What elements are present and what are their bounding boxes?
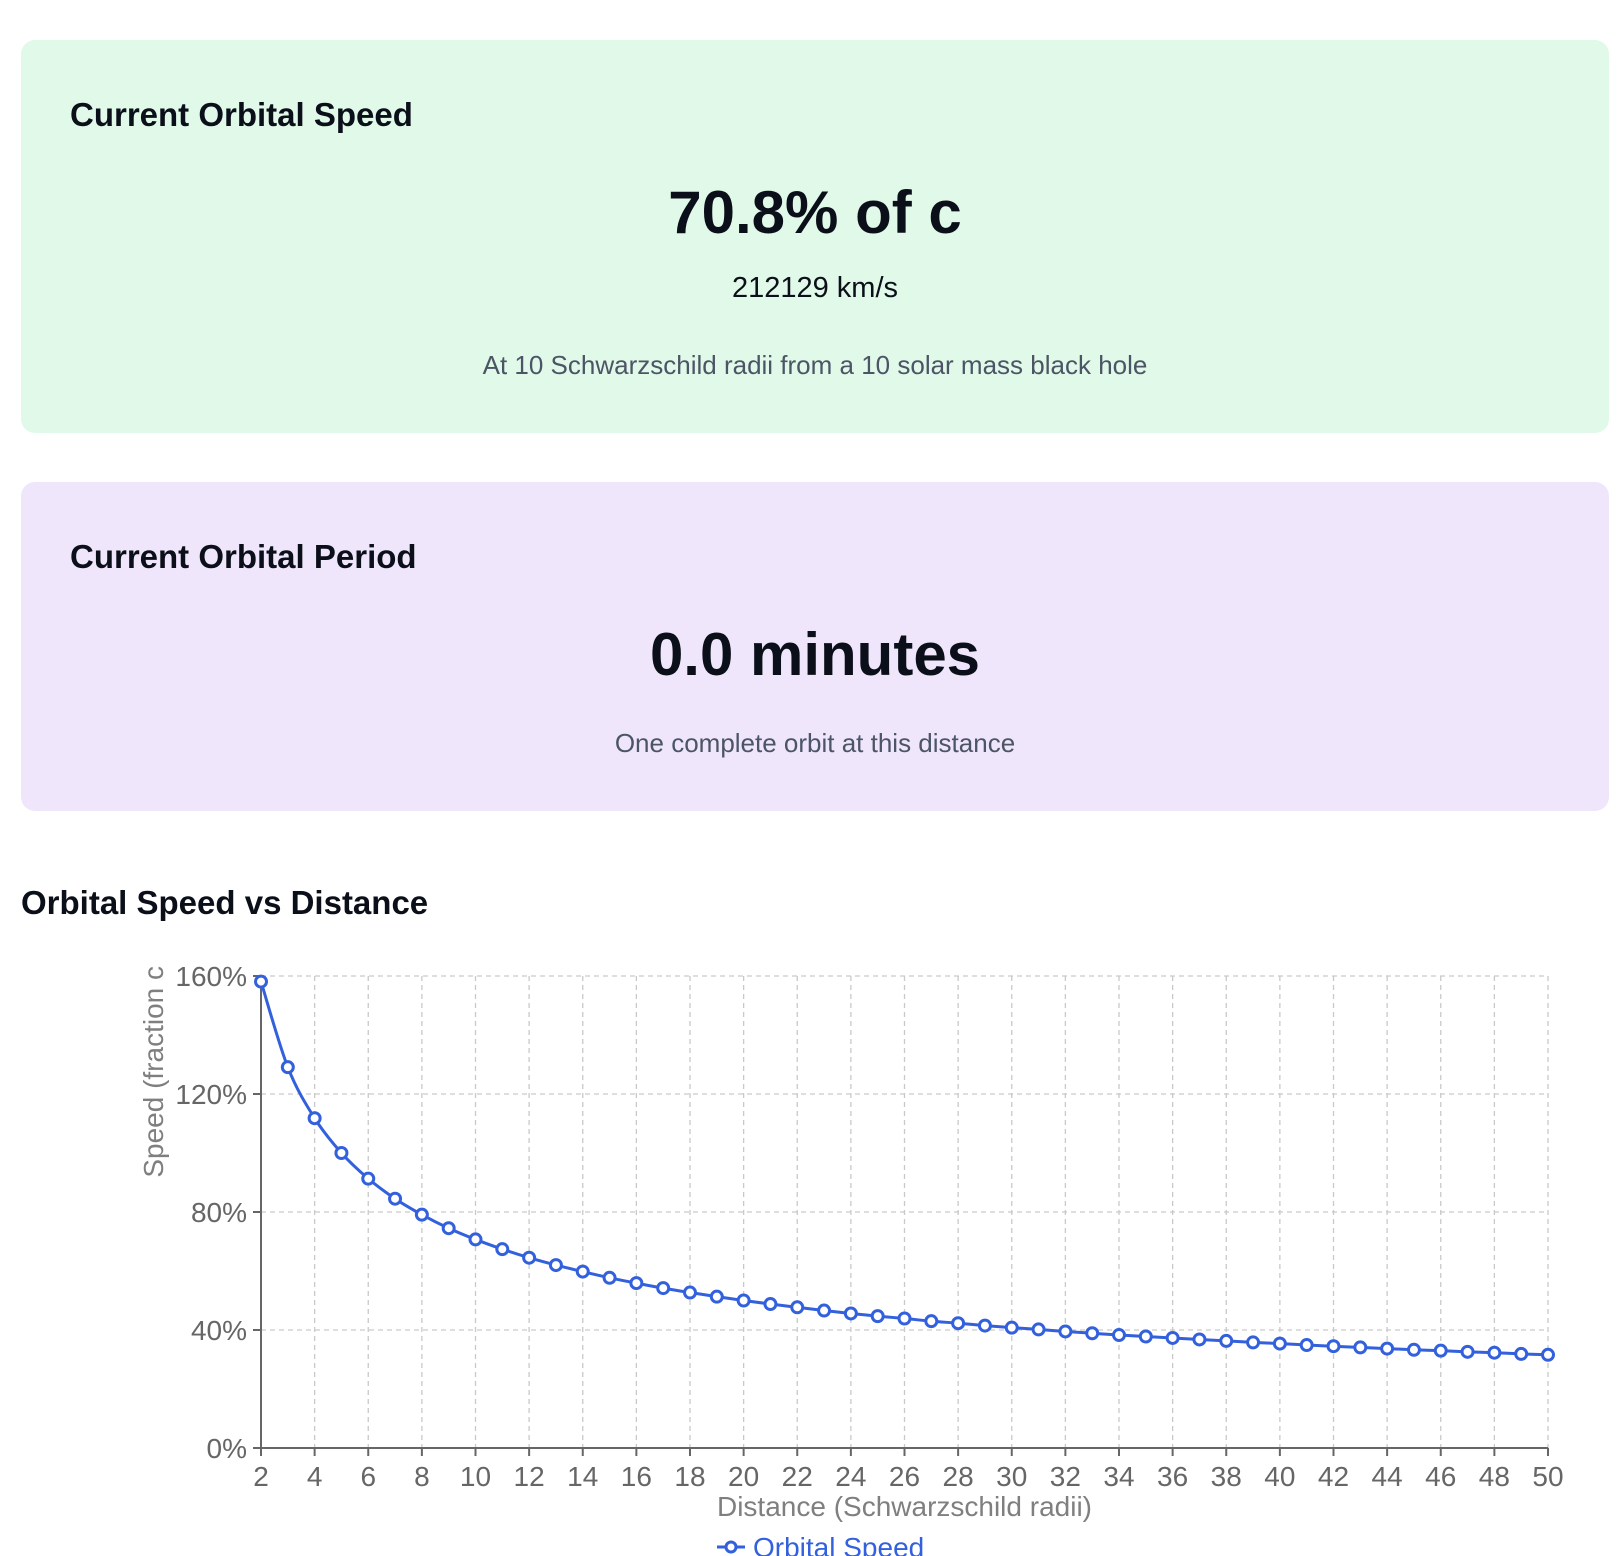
data-point <box>1460 1344 1475 1359</box>
x-tick-label: 14 <box>567 1461 598 1492</box>
orbital-speed-chart: 2 4 6 8 10 12 14 16 18 20 22 24 26 28 30 32 34 36 38 40 42 44… <box>138 961 1564 1556</box>
data-point <box>522 1250 537 1265</box>
x-tick-label: 28 <box>943 1461 974 1492</box>
data-point <box>977 1318 992 1333</box>
data-point <box>924 1314 939 1329</box>
data-point <box>1272 1336 1287 1351</box>
data-point <box>1406 1342 1421 1357</box>
data-point <box>1487 1345 1502 1360</box>
orbital-speed-value: 70.8% of c <box>668 179 962 246</box>
y-tick-label: 160% <box>175 961 247 992</box>
x-tick-label: 20 <box>728 1461 759 1492</box>
data-point <box>817 1303 832 1318</box>
orbital-speed-note: At 10 Schwarzschild radii from a 10 sola… <box>482 350 1148 380</box>
data-point <box>1192 1332 1207 1347</box>
data-point <box>441 1221 456 1236</box>
x-tick-label: 18 <box>674 1461 705 1492</box>
data-point <box>1380 1341 1395 1356</box>
data-point <box>1326 1339 1341 1354</box>
data-point <box>1112 1328 1126 1343</box>
x-tick-label: 2 <box>253 1461 269 1492</box>
x-tick-label: 30 <box>996 1461 1027 1492</box>
data-point <box>254 974 268 989</box>
data-point <box>575 1264 590 1279</box>
data-point <box>1031 1322 1046 1337</box>
legend-marker-icon <box>724 1540 738 1554</box>
x-tick-label: 48 <box>1479 1461 1510 1492</box>
chart-section-title: Orbital Speed vs Distance <box>21 884 429 921</box>
y-tick-label: 40% <box>191 1315 247 1346</box>
data-point <box>709 1289 724 1304</box>
data-point <box>414 1207 429 1222</box>
data-point <box>951 1316 966 1331</box>
data-point <box>870 1309 885 1324</box>
x-tick-label: 40 <box>1264 1461 1295 1492</box>
y-tick-label: 120% <box>175 1079 247 1110</box>
orbital-period-card: Current Orbital Period 0.0 minutes One c… <box>21 482 1609 811</box>
data-point <box>1541 1347 1555 1362</box>
y-tick-label: 80% <box>191 1197 247 1228</box>
x-tick-label: 6 <box>360 1461 376 1492</box>
orbital-speed-kms: 212129 km/s <box>731 272 899 304</box>
data-point <box>1138 1329 1153 1344</box>
x-tick-label: 16 <box>621 1461 652 1492</box>
data-point <box>468 1232 483 1247</box>
x-tick-label: 12 <box>514 1461 545 1492</box>
data-point <box>602 1270 617 1285</box>
data-point <box>1004 1320 1019 1335</box>
x-tick-label: 36 <box>1157 1461 1188 1492</box>
data-point <box>1514 1346 1529 1361</box>
x-tick-label: 26 <box>889 1461 920 1492</box>
data-point <box>495 1242 510 1257</box>
data-point <box>361 1171 376 1186</box>
data-point <box>334 1146 349 1160</box>
data-point <box>790 1300 805 1315</box>
y-axis-title: Speed (fraction c <box>138 966 169 1178</box>
data-point <box>897 1311 912 1326</box>
x-tick-label: 44 <box>1372 1461 1403 1492</box>
x-tick-label: 38 <box>1211 1461 1242 1492</box>
data-point <box>1219 1333 1234 1348</box>
data-point <box>843 1306 858 1321</box>
x-tick-label: 8 <box>414 1461 430 1492</box>
data-point <box>1353 1340 1368 1355</box>
x-tick-label: 10 <box>460 1461 491 1492</box>
x-tick-label: 4 <box>307 1461 323 1492</box>
data-point <box>629 1276 644 1291</box>
x-tick-label: 46 <box>1425 1461 1456 1492</box>
x-tick-label: 22 <box>782 1461 813 1492</box>
data-point <box>683 1285 697 1300</box>
y-tick-label: 0% <box>207 1433 247 1464</box>
x-tick-label: 50 <box>1532 1461 1563 1492</box>
data-point <box>307 1111 322 1126</box>
data-point <box>1433 1343 1448 1358</box>
data-point <box>736 1293 751 1308</box>
orbital-speed-title: Current Orbital Speed <box>70 96 413 133</box>
orbital-speed-card: Current Orbital Speed 70.8% of c 212129 … <box>21 40 1609 433</box>
orbital-period-value: 0.0 minutes <box>649 621 981 688</box>
orbital-period-note: One complete orbit at this distance <box>614 728 1016 758</box>
x-tick-label: 32 <box>1050 1461 1081 1492</box>
orbital-period-title: Current Orbital Period <box>70 538 417 575</box>
data-point <box>388 1191 403 1206</box>
legend-label: Orbital Speed <box>753 1532 924 1556</box>
data-point <box>280 1060 295 1075</box>
data-point <box>1246 1335 1261 1350</box>
data-point <box>763 1297 778 1312</box>
data-point <box>1085 1326 1100 1341</box>
data-point <box>548 1258 563 1273</box>
x-tick-label: 34 <box>1103 1461 1134 1492</box>
data-point <box>1165 1330 1180 1345</box>
data-point <box>1058 1324 1073 1339</box>
x-axis-title: Distance (Schwarzschild radii) <box>717 1491 1092 1522</box>
data-point <box>1299 1338 1314 1353</box>
data-point <box>656 1281 671 1296</box>
x-tick-label: 24 <box>835 1461 866 1492</box>
x-tick-label: 42 <box>1318 1461 1349 1492</box>
